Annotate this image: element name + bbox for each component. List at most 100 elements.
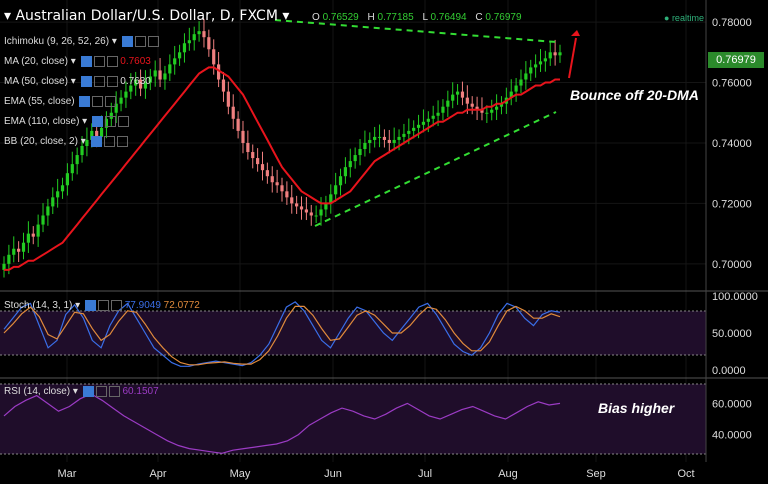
settings-icon[interactable] (92, 96, 104, 107)
candle-body (182, 43, 187, 53)
candle-body (119, 97, 123, 104)
candle-body (187, 40, 191, 44)
candle-body (553, 52, 557, 56)
bounce-annotation: Bounce off 20-DMA (570, 87, 699, 103)
candle-body (431, 115, 435, 119)
candle-body (319, 209, 323, 216)
candle-body (231, 106, 235, 119)
x-tick-label: Apr (149, 468, 166, 480)
visibility-icon[interactable] (80, 76, 92, 87)
ma-20-line (4, 66, 560, 271)
candle-body (421, 121, 426, 125)
settings-icon[interactable] (97, 300, 109, 311)
stoch-tick-label: 0.0000 (712, 365, 746, 377)
candle-body (387, 139, 391, 143)
rsi-tick-label: 40.0000 (712, 430, 752, 442)
visibility-icon[interactable] (80, 56, 92, 67)
candle-body (109, 112, 113, 119)
visibility-icon[interactable] (79, 96, 91, 107)
candle-body (36, 224, 40, 237)
time-axis[interactable]: Mar Apr May Jun Jul Aug Sep Oct (58, 468, 695, 480)
candle-body (153, 70, 157, 77)
visibility-icon[interactable] (84, 300, 96, 311)
ma50-value: 0.7630 (120, 76, 151, 88)
candle-body (334, 185, 338, 195)
open-value: 0.76529 (322, 12, 359, 23)
candle-body (382, 136, 387, 140)
candle-body (280, 185, 284, 192)
visibility-icon[interactable] (82, 386, 94, 397)
settings-icon[interactable] (134, 36, 146, 47)
candle-body (26, 233, 30, 243)
candle-body (534, 64, 538, 68)
candle-body (470, 103, 474, 107)
indicator-stoch[interactable]: Stoch (14, 3, 1) ▾ 77.9049 72.0772 (4, 300, 200, 312)
title-dropdown-icon[interactable]: ▾ (282, 8, 290, 24)
candle-body (46, 206, 50, 216)
bias-annotation: Bias higher (598, 400, 675, 416)
close-icon[interactable] (106, 56, 118, 67)
close-icon[interactable] (106, 76, 118, 87)
close-icon[interactable] (105, 96, 117, 107)
visibility-icon[interactable] (90, 136, 102, 147)
indicator-rsi[interactable]: RSI (14, close) ▾ 60.1507 (4, 386, 159, 398)
candle-body (460, 91, 465, 98)
candle-body (270, 176, 274, 183)
indicator-bb[interactable]: BB (20, close, 2) ▾ (4, 136, 128, 147)
indicator-ma50[interactable]: MA (50, close) ▾ 0.7630 (4, 76, 151, 88)
settings-icon[interactable] (103, 136, 115, 147)
x-tick-label: Mar (58, 468, 77, 480)
y-tick-label: 0.72000 (712, 198, 752, 210)
close-icon[interactable] (117, 116, 129, 127)
candle-body (104, 118, 109, 128)
symbol-dropdown-icon[interactable]: ▾ (4, 8, 12, 24)
candle-body (251, 152, 255, 159)
price-axis[interactable]: 0.70000 0.72000 0.74000 0.76000 0.78000 0.000… (712, 17, 758, 442)
y-tick-label: 0.78000 (712, 17, 752, 29)
visibility-icon[interactable] (91, 116, 103, 127)
candle-body (524, 73, 528, 80)
low-value: 0.76494 (430, 12, 467, 23)
candle-body (465, 97, 469, 104)
candle-body (412, 127, 416, 131)
candle-body (426, 118, 430, 122)
indicator-ma20[interactable]: MA (20, close) ▾ 0.7603 (4, 56, 151, 68)
visibility-icon[interactable] (121, 36, 133, 47)
symbol-title[interactable]: Australian Dollar/U.S. Dollar, D, FXCM (15, 8, 278, 24)
candle-body (241, 130, 245, 143)
close-value: 0.76979 (485, 12, 522, 23)
settings-icon[interactable] (95, 386, 107, 397)
indicator-ichimoku[interactable]: Ichimoku (9, 26, 52, 26) ▾ (4, 36, 159, 47)
stoch-k-line (3, 301, 561, 367)
settings-icon[interactable] (93, 56, 105, 67)
candle-body (75, 155, 79, 165)
support-trendline (314, 111, 557, 227)
candle-body (51, 197, 55, 207)
candle-body (56, 191, 60, 198)
close-icon[interactable] (147, 36, 159, 47)
candle-body (358, 149, 362, 156)
candle-body (519, 79, 523, 86)
settings-icon[interactable] (93, 76, 105, 87)
candle-body (455, 91, 460, 95)
candle-body (226, 91, 230, 107)
candle-body (309, 212, 313, 216)
candle-body (295, 203, 299, 207)
candle-body (221, 79, 226, 92)
y-tick-label: 0.76000 (712, 78, 752, 90)
ohlc-readout: O 0.76529 H 0.77185 L 0.76494 C 0.76979 (312, 12, 522, 23)
close-icon[interactable] (108, 386, 120, 397)
settings-icon[interactable] (104, 116, 116, 127)
indicator-ema55[interactable]: EMA (55, close) (4, 96, 117, 107)
close-icon[interactable] (110, 300, 122, 311)
candle-body (265, 170, 269, 177)
candle-body (353, 155, 357, 162)
close-icon[interactable] (116, 136, 128, 147)
candle-body (236, 118, 240, 131)
candle-body (21, 242, 26, 252)
candle-body (509, 91, 513, 98)
candle-body (246, 142, 250, 153)
indicator-ema110[interactable]: EMA (110, close) ▾ (4, 116, 129, 127)
candle-body (2, 263, 6, 270)
